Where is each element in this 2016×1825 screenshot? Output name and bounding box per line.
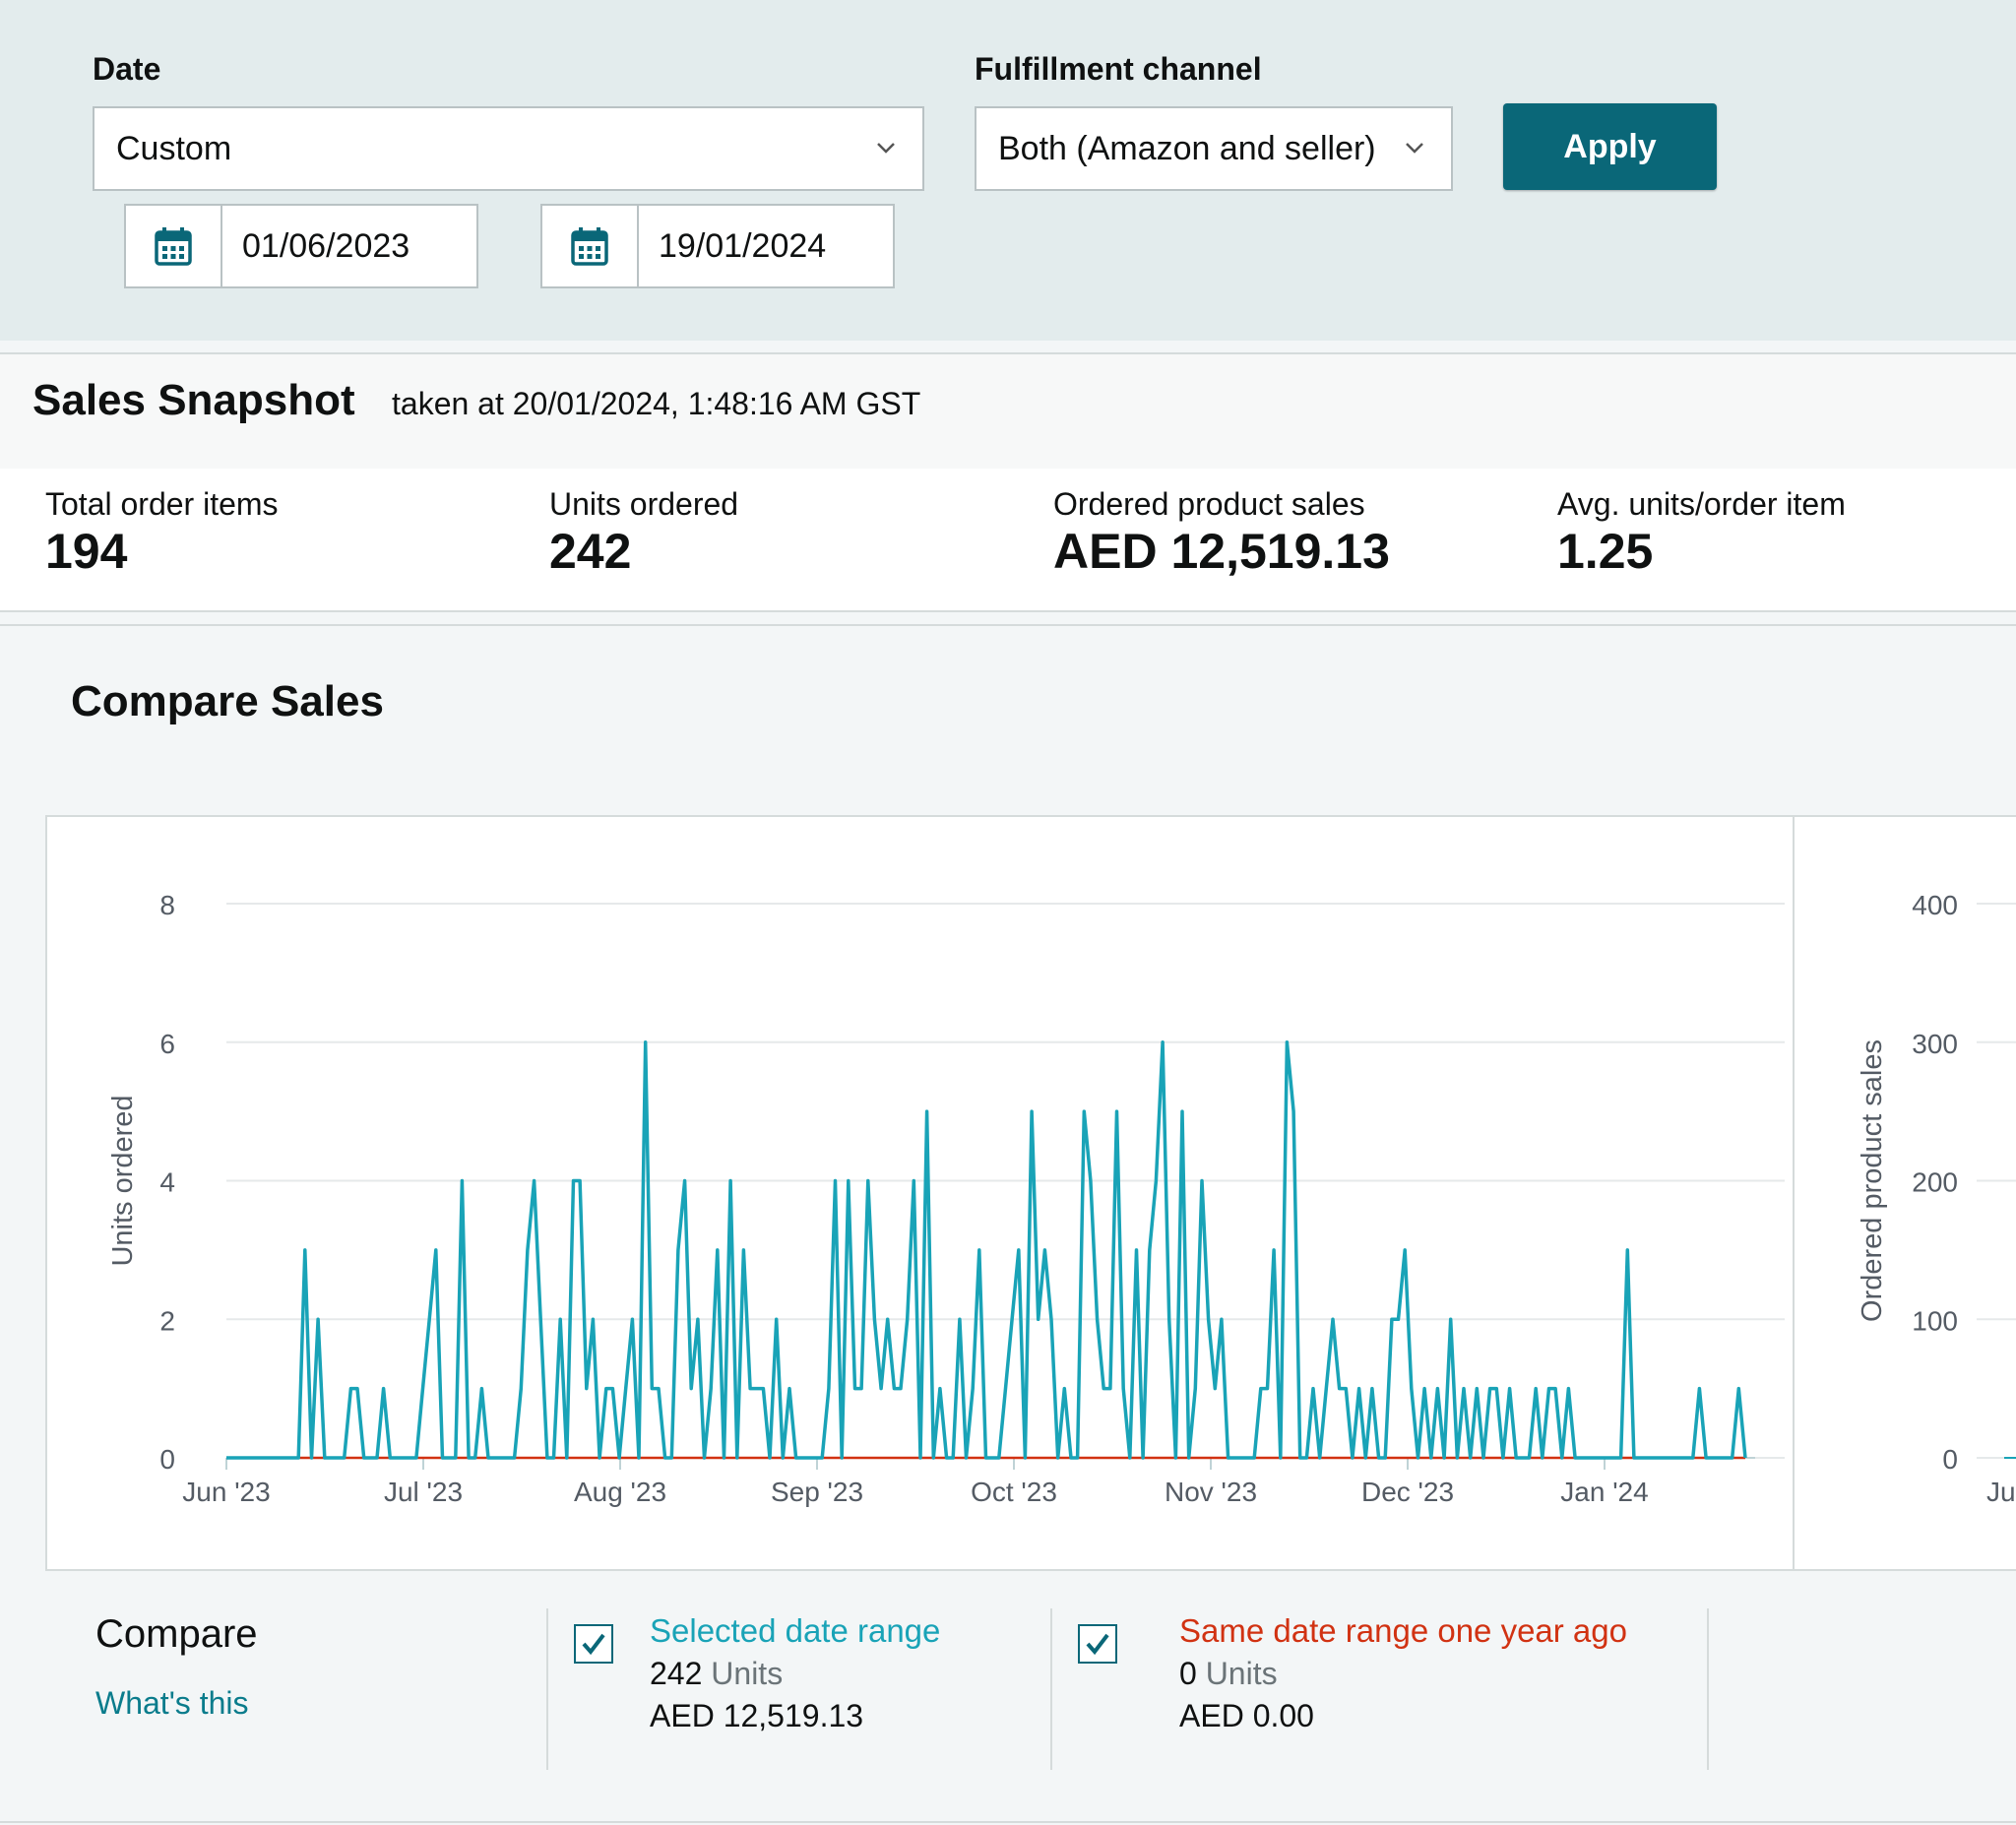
- selected-range-name: Selected date range: [650, 1612, 941, 1649]
- metric-label: Avg. units/order item: [1557, 486, 1846, 522]
- y-tick-label: 4: [159, 1167, 175, 1198]
- y-tick-label: 6: [159, 1029, 175, 1059]
- metric-label: Total order items: [45, 486, 279, 522]
- legend-divider: [546, 1608, 548, 1770]
- metric-ordered-product-sales: Ordered product sales AED 12,519.13: [1053, 486, 1390, 580]
- units-word: Units: [711, 1656, 784, 1691]
- selected-range-checkbox[interactable]: [574, 1624, 613, 1664]
- apply-button[interactable]: Apply: [1503, 103, 1717, 190]
- calendar-icon[interactable]: [126, 206, 222, 286]
- series-line-selected: [226, 1040, 1747, 1460]
- date-label: Date: [93, 51, 161, 87]
- date-range-value: Custom: [116, 129, 232, 167]
- metric-avg-units-per-order-item: Avg. units/order item 1.25: [1557, 486, 1846, 580]
- metric-value: 1.25: [1557, 524, 1654, 579]
- section-divider: [0, 624, 2016, 626]
- selected-range-legend: Selected date range 242 Units AED 12,519…: [650, 1612, 940, 1734]
- chart-divider: [1793, 815, 1795, 1571]
- metric-value: AED 12,519.13: [1053, 524, 1390, 579]
- selected-range-sales: AED 12,519.13: [650, 1698, 864, 1733]
- metric-value: 194: [45, 524, 128, 579]
- y-tick-label: 0: [159, 1444, 175, 1475]
- chevron-down-icon: [877, 143, 895, 154]
- x-tick-label: Dec '23: [1361, 1477, 1454, 1507]
- ordered-product-sales-chart: 0 100 200 300 400 Ordered product sales Jun: [1857, 890, 2016, 1507]
- end-date-value: 19/01/2024: [659, 226, 827, 265]
- units-ordered-chart: 0 2 4 6 8 Units ordered Jun '23 Jul '23 Aug '23 S…: [107, 890, 1785, 1507]
- selected-range-units: 242 Units: [650, 1656, 940, 1692]
- fulfillment-channel-label: Fulfillment channel: [975, 51, 1262, 87]
- compare-legend-title: Compare: [95, 1612, 258, 1656]
- x-tick-label: Oct '23: [971, 1477, 1057, 1507]
- bottom-divider: [0, 1821, 2016, 1823]
- x-tick-label: Nov '23: [1165, 1477, 1257, 1507]
- legend-divider: [1707, 1608, 1709, 1770]
- x-tick-label: Aug '23: [574, 1477, 666, 1507]
- fulfillment-channel-value: Both (Amazon and seller): [998, 129, 1376, 167]
- end-date-field[interactable]: 19/01/2024: [540, 204, 895, 288]
- units-word: Units: [1205, 1656, 1278, 1691]
- previous-range-units: 0 Units: [1179, 1656, 1627, 1692]
- y-tick-label: 200: [1912, 1167, 1958, 1198]
- start-date-value: 01/06/2023: [242, 226, 410, 265]
- y-tick-label: 400: [1912, 890, 1958, 920]
- x-tick-label: Jun '23: [182, 1477, 270, 1507]
- y-axis-label: Units ordered: [107, 1095, 139, 1266]
- previous-range-checkbox[interactable]: [1078, 1624, 1117, 1664]
- y-tick-label: 300: [1912, 1029, 1958, 1059]
- legend-divider: [1050, 1608, 1052, 1770]
- units-value: 242: [650, 1656, 703, 1691]
- metric-label: Ordered product sales: [1053, 486, 1365, 522]
- x-tick-label: Jan '24: [1560, 1477, 1648, 1507]
- calendar-icon[interactable]: [542, 206, 639, 286]
- x-tick-label: Sep '23: [771, 1477, 863, 1507]
- date-range-select[interactable]: Custom: [93, 106, 924, 191]
- metric-total-order-items: Total order items 194: [45, 486, 279, 580]
- start-date-field[interactable]: 01/06/2023: [124, 204, 478, 288]
- metric-value: 242: [549, 524, 632, 579]
- fulfillment-channel-select[interactable]: Both (Amazon and seller): [975, 106, 1453, 191]
- y-tick-label: 0: [1942, 1444, 1958, 1475]
- checkmark-icon: [1086, 1633, 1109, 1656]
- compare-sales-title: Compare Sales: [71, 677, 384, 725]
- x-tick-label: Jun: [1986, 1477, 2016, 1507]
- snapshot-timestamp: taken at 20/01/2024, 1:48:16 AM GST: [392, 386, 921, 421]
- sales-snapshot-header: [0, 352, 2016, 471]
- previous-range-name: Same date range one year ago: [1179, 1612, 1627, 1649]
- metric-units-ordered: Units ordered 242: [549, 486, 738, 580]
- y-tick-label: 2: [159, 1305, 175, 1336]
- units-value: 0: [1179, 1656, 1197, 1691]
- whats-this-link[interactable]: What's this: [95, 1685, 249, 1721]
- checkmark-icon: [582, 1633, 605, 1656]
- y-tick-label: 8: [159, 890, 175, 920]
- previous-range-legend: Same date range one year ago 0 Units AED…: [1179, 1612, 1627, 1734]
- chevron-down-icon: [1406, 143, 1423, 154]
- snapshot-title: Sales Snapshot: [32, 376, 355, 424]
- metrics-row: [0, 469, 2016, 612]
- y-tick-label: 100: [1912, 1305, 1958, 1336]
- y-axis-label: Ordered product sales: [1857, 1039, 1888, 1322]
- x-tick-label: Jul '23: [384, 1477, 463, 1507]
- metric-label: Units ordered: [549, 486, 739, 522]
- previous-range-sales: AED 0.00: [1179, 1698, 1314, 1733]
